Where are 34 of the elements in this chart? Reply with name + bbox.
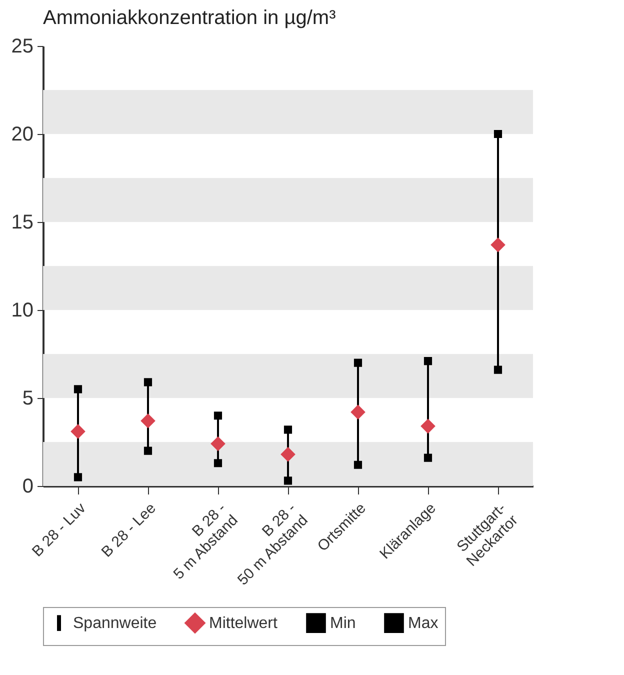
point — [494, 366, 502, 374]
y-tick-label: 25 — [11, 36, 34, 58]
point — [144, 446, 152, 455]
point — [494, 130, 502, 138]
point — [490, 238, 506, 252]
point — [284, 476, 292, 485]
legend-label: Max — [408, 615, 438, 632]
point — [424, 357, 432, 366]
point — [214, 459, 222, 468]
x-tick-label: B 28 - Lee — [98, 500, 160, 561]
point — [144, 378, 152, 386]
y-tick-label: 0 — [22, 476, 34, 498]
point — [280, 447, 296, 462]
legend-label: Mittelwert — [209, 615, 278, 632]
point — [354, 358, 362, 367]
point — [354, 460, 362, 469]
point — [74, 385, 82, 394]
point — [424, 454, 432, 462]
point — [210, 436, 226, 451]
y-tick-label: 15 — [11, 212, 34, 234]
point — [214, 412, 222, 420]
point — [70, 424, 86, 439]
legend-label: Spannweite — [73, 615, 157, 632]
x-tick-label: B 28 - Luv — [28, 499, 90, 560]
point — [350, 404, 366, 420]
y-tick-label: 20 — [11, 124, 34, 146]
point — [420, 418, 436, 434]
y-tick-label: 5 — [22, 388, 34, 410]
point — [74, 473, 82, 482]
chart-title: Ammoniakkonzentration in µg/m³ — [43, 7, 336, 29]
point — [140, 414, 156, 428]
point — [284, 426, 292, 434]
legend-label: Min — [330, 615, 356, 632]
y-tick-label: 10 — [11, 300, 34, 322]
